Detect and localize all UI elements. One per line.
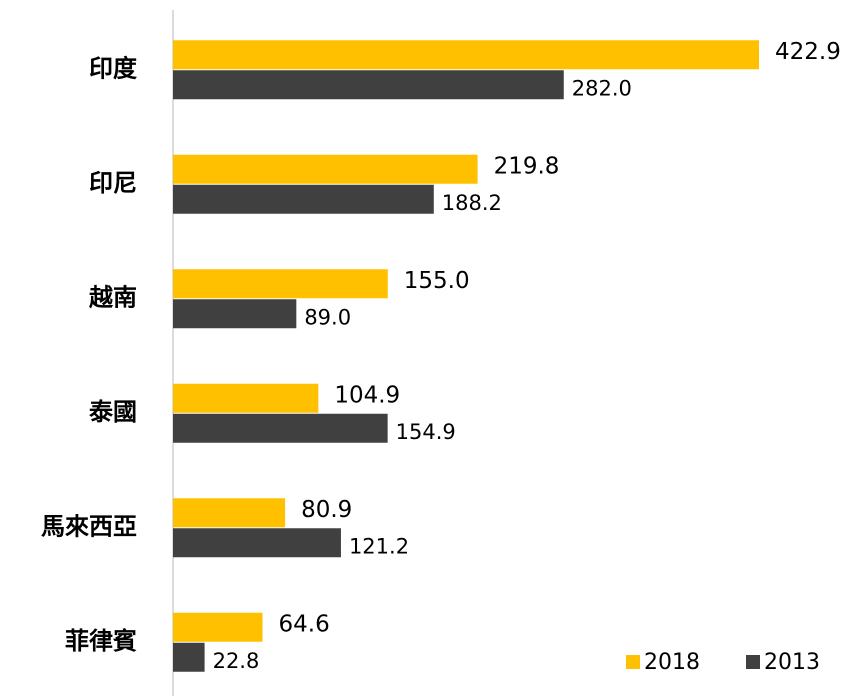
bar [173,383,319,413]
bar [173,154,478,184]
data-label: 188.2 [442,191,502,215]
y-tick-label: 印度 [89,54,138,82]
data-label: 22.8 [213,649,260,673]
bar [173,612,263,642]
data-label: 219.8 [494,153,560,179]
legend-swatch [626,655,640,669]
y-tick-label: 馬來西亞 [41,512,137,540]
data-label: 80.9 [301,497,352,523]
legend-swatch [746,655,760,669]
bar [173,40,759,70]
bar [173,299,297,329]
legend-label: 2018 [644,650,700,675]
bar [173,70,564,100]
bar [173,642,205,672]
bar [173,413,388,443]
y-tick-label: 菲律賓 [65,627,137,655]
bar [173,269,388,299]
data-label: 121.2 [349,534,409,558]
bar [173,184,434,214]
data-label: 155.0 [404,268,470,294]
y-tick-label: 越南 [89,283,137,311]
data-label: 64.6 [279,611,330,637]
data-label: 282.0 [572,76,632,100]
y-tick-label: 印尼 [89,169,137,197]
bar [173,498,286,528]
legend-label: 2013 [764,650,820,675]
bar [173,528,341,558]
data-label: 89.0 [304,305,351,329]
data-label: 154.9 [396,420,456,444]
data-label: 422.9 [775,39,841,65]
y-tick-label: 泰國 [89,398,137,426]
data-label: 104.9 [334,382,400,408]
